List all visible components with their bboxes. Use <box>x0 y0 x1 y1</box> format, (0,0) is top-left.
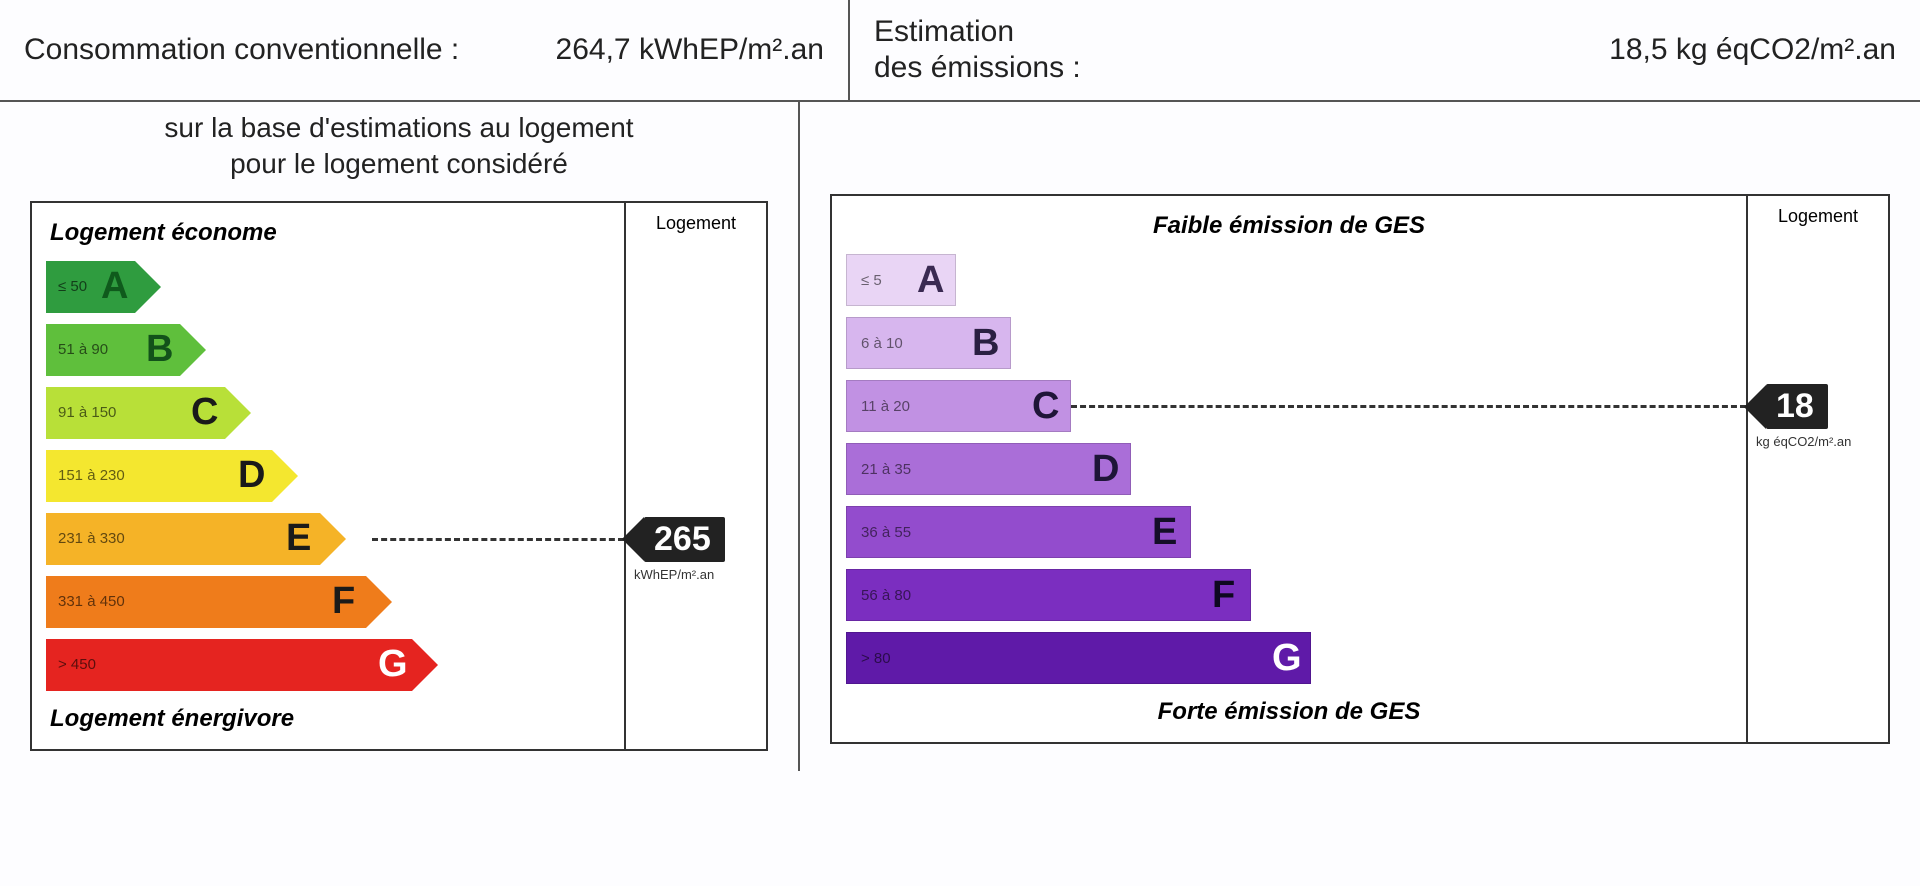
class-letter: C <box>1032 385 1059 428</box>
charts-row: sur la base d'estimations au logement po… <box>0 102 1920 771</box>
class-range: 51 à 90 <box>58 341 108 358</box>
energy-bottom-caption: Logement énergivore <box>46 691 610 739</box>
indicator-value: 18 <box>1766 384 1828 429</box>
energy-indicator-title: Logement <box>626 203 766 244</box>
header-left-cell: Consommation conventionnelle : 264,7 kWh… <box>0 0 850 100</box>
class-letter: G <box>1272 637 1302 680</box>
class-letter: D <box>238 454 265 497</box>
header-right-cell: Estimation des émissions : 18,5 kg éqCO2… <box>850 0 1920 100</box>
class-range: 6 à 10 <box>861 335 903 352</box>
class-bar-G: > 450 G <box>46 639 610 691</box>
ges-bars-stack: ≤ 5 A 6 à 10 B 11 à 20 C 21 à 35 D 36 à 55 E 56 à … <box>846 254 1732 684</box>
class-range: > 80 <box>861 650 891 667</box>
emissions-value: 18,5 kg éqCO2/m².an <box>1609 33 1896 67</box>
class-letter: F <box>332 580 355 623</box>
indicator-value: 265 <box>644 517 725 562</box>
ges-chart-frame: Faible émission de GES ≤ 5 A 6 à 10 B 11 à 2… <box>830 194 1890 744</box>
energy-indicator-panel: Logement 265 kWhEP/m².an <box>626 203 766 749</box>
class-range: 151 à 230 <box>58 467 125 484</box>
class-letter: E <box>1152 511 1177 554</box>
class-letter: F <box>1212 574 1235 617</box>
class-range: 331 à 450 <box>58 593 125 610</box>
class-letter: E <box>286 517 311 560</box>
indicator-dashed-line <box>372 538 624 541</box>
energy-chart-frame: Logement économe ≤ 50 A 51 à 90 B 91 à 150 C 1… <box>30 201 768 751</box>
class-letter: G <box>378 643 408 686</box>
energy-bars-panel: Logement économe ≤ 50 A 51 à 90 B 91 à 150 C 1… <box>32 203 626 749</box>
class-bar-C: 91 à 150 C <box>46 387 610 439</box>
ges-indicator-title: Logement <box>1748 196 1888 237</box>
class-bar-D: 21 à 35 D <box>846 443 1732 495</box>
indicator: 265 <box>622 517 725 562</box>
class-range: 91 à 150 <box>58 404 116 421</box>
indicator-dashed-line <box>1071 405 1746 408</box>
class-bar-D: 151 à 230 D <box>46 450 610 502</box>
class-range: 21 à 35 <box>861 461 911 478</box>
consumption-label: Consommation conventionnelle : <box>24 33 459 67</box>
subtitle-line1: sur la base d'estimations au logement <box>30 110 768 146</box>
class-range: ≤ 50 <box>58 278 87 295</box>
class-bar-F: 331 à 450 F <box>46 576 610 628</box>
indicator-unit: kg éqCO2/m².an <box>1756 434 1851 449</box>
class-bar-B: 51 à 90 B <box>46 324 610 376</box>
indicator: 18 <box>1744 384 1828 429</box>
class-letter: B <box>146 328 173 371</box>
class-range: ≤ 5 <box>861 272 882 289</box>
class-letter: B <box>972 322 999 365</box>
ges-column: Faible émission de GES ≤ 5 A 6 à 10 B 11 à 2… <box>800 102 1920 771</box>
class-bar-E: 36 à 55 E <box>846 506 1732 558</box>
class-range: 56 à 80 <box>861 587 911 604</box>
emissions-label: Estimation des émissions : <box>874 14 1081 86</box>
indicator-unit: kWhEP/m².an <box>634 567 714 582</box>
class-letter: C <box>191 391 218 434</box>
class-range: 231 à 330 <box>58 530 125 547</box>
ges-bars-panel: Faible émission de GES ≤ 5 A 6 à 10 B 11 à 2… <box>832 196 1748 742</box>
class-bar-A: ≤ 50 A <box>46 261 610 313</box>
class-bar-F: 56 à 80 F <box>846 569 1732 621</box>
class-range: > 450 <box>58 656 96 673</box>
class-letter: A <box>101 265 128 308</box>
class-bar-G: > 80 G <box>846 632 1732 684</box>
energy-top-caption: Logement économe <box>46 213 610 261</box>
subtitle-line2: pour le logement considéré <box>30 146 768 182</box>
class-letter: D <box>1092 448 1119 491</box>
class-range: 11 à 20 <box>861 398 910 415</box>
energy-subtitle: sur la base d'estimations au logement po… <box>30 110 768 183</box>
energy-column: sur la base d'estimations au logement po… <box>0 102 800 771</box>
class-range: 36 à 55 <box>861 524 911 541</box>
energy-bars-stack: ≤ 50 A 51 à 90 B 91 à 150 C 151 à 230 D 231 à 33… <box>46 261 610 691</box>
ges-top-caption: Faible émission de GES <box>846 206 1732 254</box>
ges-indicator-panel: Logement 18 kg éqCO2/m².an <box>1748 196 1888 742</box>
consumption-value: 264,7 kWhEP/m².an <box>556 33 824 67</box>
header-row: Consommation conventionnelle : 264,7 kWh… <box>0 0 1920 102</box>
class-letter: A <box>917 259 944 302</box>
ges-bottom-caption: Forte émission de GES <box>846 684 1732 732</box>
class-bar-A: ≤ 5 A <box>846 254 1732 306</box>
class-bar-B: 6 à 10 B <box>846 317 1732 369</box>
